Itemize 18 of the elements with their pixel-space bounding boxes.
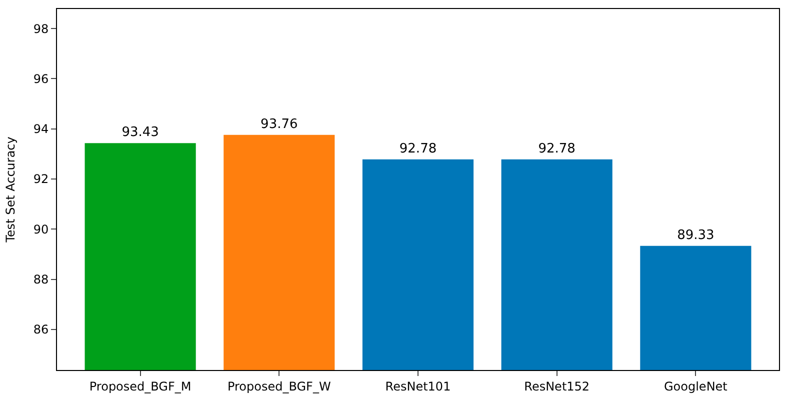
data-label: 89.33 bbox=[677, 228, 714, 243]
y-tick-label: 90 bbox=[33, 222, 49, 236]
x-tick-label: ResNet152 bbox=[524, 379, 590, 394]
y-tick-label: 94 bbox=[33, 122, 49, 136]
x-tick-label: ResNet101 bbox=[385, 379, 451, 394]
y-tick-label: 86 bbox=[33, 322, 49, 337]
y-tick-label: 96 bbox=[33, 72, 49, 86]
x-tick-label: GoogleNet bbox=[664, 379, 728, 394]
y-axis-title: Test Set Accuracy bbox=[4, 136, 18, 244]
data-label: 93.76 bbox=[260, 116, 298, 132]
x-tick-label: Proposed_BGF_W bbox=[227, 379, 331, 394]
x-tick-label: Proposed_BGF_M bbox=[89, 379, 192, 394]
data-label: 92.78 bbox=[399, 141, 437, 156]
data-label: 92.78 bbox=[538, 141, 576, 156]
data-label: 93.43 bbox=[122, 125, 159, 140]
y-tick-label: 92 bbox=[33, 172, 49, 186]
y-tick-label: 98 bbox=[33, 22, 49, 36]
y-tick-label: 88 bbox=[33, 272, 49, 286]
